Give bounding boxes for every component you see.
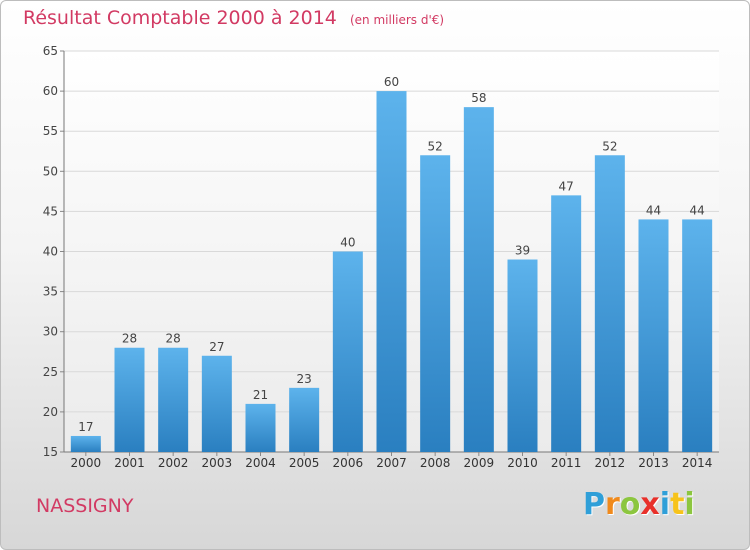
logo-letter: P [583,487,605,522]
x-tick-label-2001: 2001 [114,456,145,470]
chart-subtitle: (en milliers d'€) [349,13,445,27]
data-label-2009: 58 [471,91,486,105]
data-label-2011: 47 [559,179,574,193]
bar-2005 [289,387,320,452]
data-label-2013: 44 [646,203,661,217]
bar-2013 [638,219,669,452]
x-tick-label-2013: 2013 [638,456,669,470]
bar-2009 [463,107,494,452]
data-label-2004: 21 [253,388,268,402]
bar-2002 [158,347,189,452]
x-tick-label-2011: 2011 [551,456,582,470]
x-tick-label-2000: 2000 [71,456,102,470]
bar-2010 [507,259,538,452]
data-label-2003: 27 [209,340,224,354]
data-label-2005: 23 [297,372,312,386]
bar-2011 [551,195,582,453]
bar-2006 [332,251,363,452]
data-label-2006: 40 [340,236,355,250]
bar-2000 [70,435,101,452]
logo-letter: x [640,487,660,522]
bar-2007 [376,91,407,452]
y-tick-label: 55 [43,124,58,138]
y-tick-label: 20 [43,405,58,419]
proxiti-logo: Proxiti [583,487,695,522]
y-tick-label: 30 [43,325,58,339]
data-label-2012: 52 [602,139,617,153]
x-tick-label-2014: 2014 [682,456,713,470]
bar-2014 [682,219,713,452]
logo-letter: i [659,487,671,522]
x-tick-label-2007: 2007 [376,456,407,470]
y-tick-label: 40 [43,245,58,259]
title-row: Résultat Comptable 2000 à 2014 (en milli… [23,7,444,29]
bar-2001 [114,347,145,452]
y-tick-label: 50 [43,164,58,178]
bar-2003 [201,355,232,452]
y-tick-label: 35 [43,285,58,299]
bar-2004 [245,403,276,452]
data-label-2014: 44 [690,203,705,217]
bar-2008 [420,155,451,452]
bar-2012 [594,155,625,452]
x-tick-label-2008: 2008 [420,456,451,470]
data-label-2002: 28 [166,332,181,346]
x-tick-label-2012: 2012 [595,456,626,470]
x-tick-label-2006: 2006 [333,456,364,470]
x-tick-label-2010: 2010 [507,456,538,470]
y-tick-label: 65 [43,44,58,58]
x-tick-label-2003: 2003 [202,456,233,470]
data-label-2001: 28 [122,332,137,346]
logo-letter: o [619,487,641,522]
logo-letter: t [670,487,685,522]
data-label-2007: 60 [384,75,399,89]
place-name: NASSIGNY [36,495,134,517]
x-tick-label-2009: 2009 [464,456,495,470]
y-tick-label: 15 [43,445,58,459]
y-tick-label: 60 [43,84,58,98]
y-tick-label: 45 [43,204,58,218]
logo-letter: r [605,487,620,522]
chart-title: Résultat Comptable 2000 à 2014 [23,7,337,29]
data-label-2010: 39 [515,244,530,258]
data-label-2000: 17 [78,420,93,434]
x-tick-label-2002: 2002 [158,456,189,470]
data-label-2008: 52 [428,139,443,153]
y-tick-label: 25 [43,365,58,379]
x-tick-label-2004: 2004 [245,456,276,470]
x-tick-label-2005: 2005 [289,456,320,470]
logo-letter: i [684,487,695,522]
